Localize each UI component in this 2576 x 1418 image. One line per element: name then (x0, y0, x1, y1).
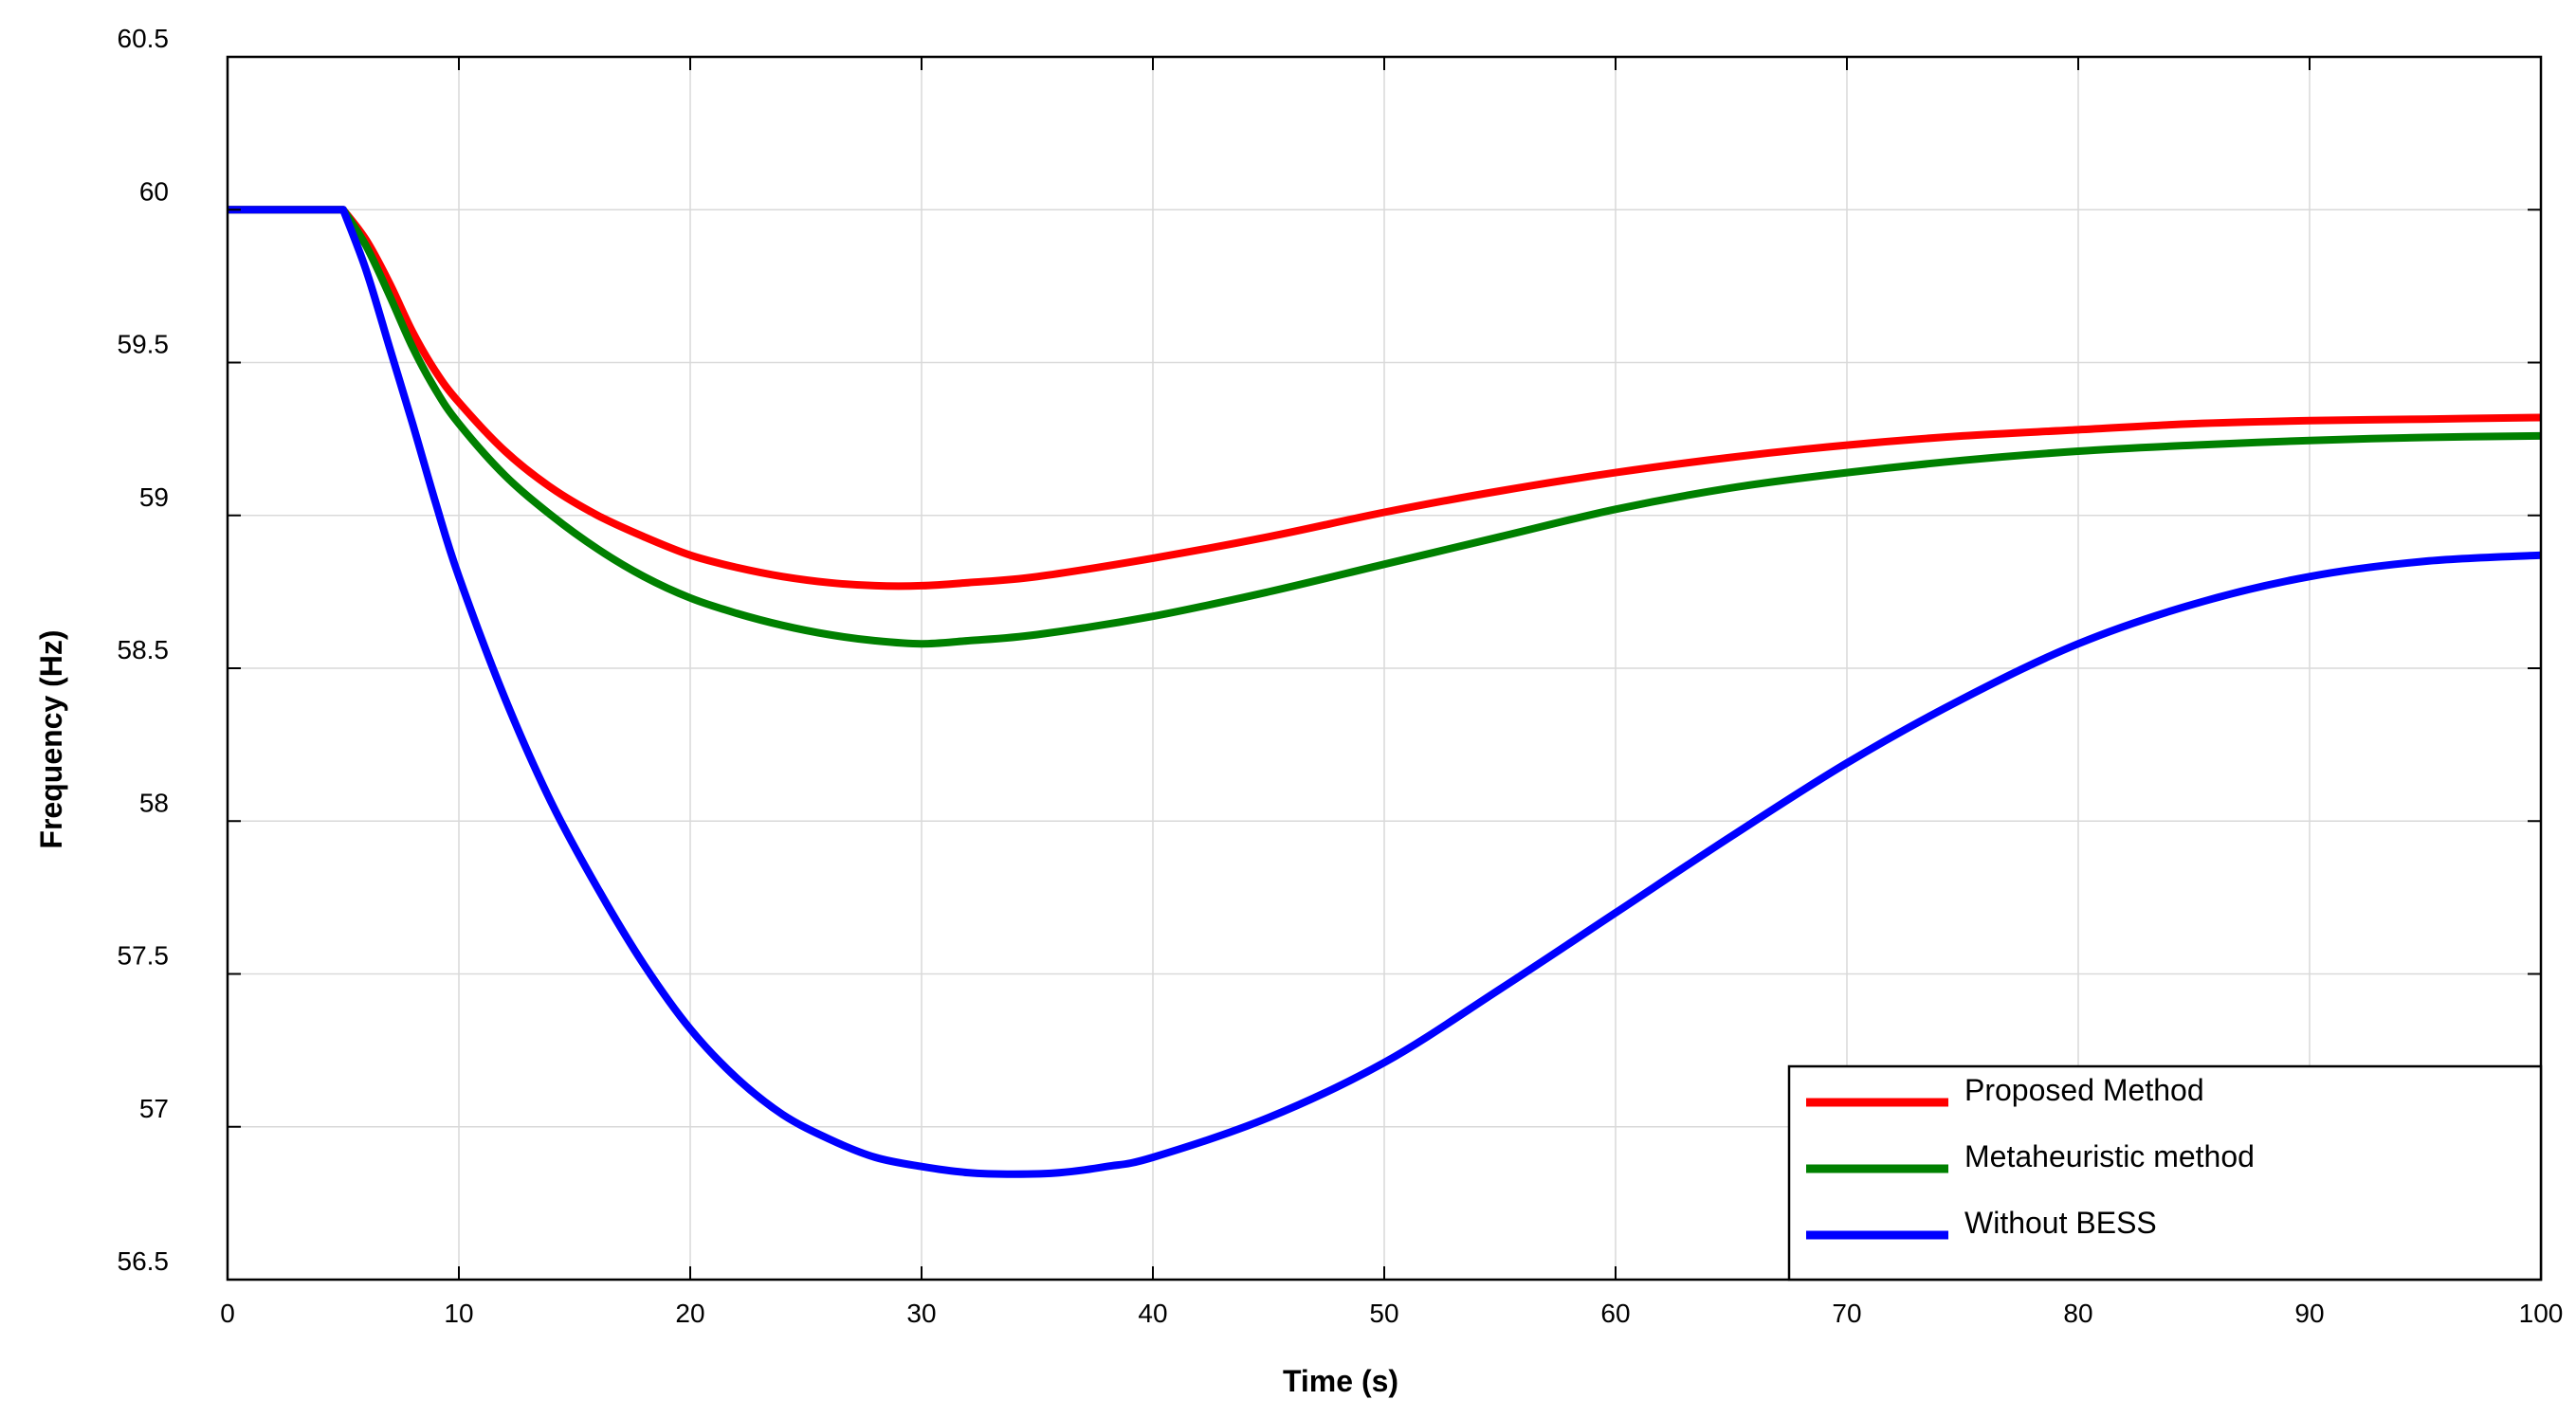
x-tick-label: 70 (1832, 1299, 1861, 1328)
x-tick-label: 90 (2294, 1299, 2324, 1328)
series-line-proposed-method (228, 206, 2542, 591)
x-tick-label: 20 (675, 1299, 704, 1328)
legend-label: Without BESS (1964, 1206, 2157, 1240)
y-tick-label: 60 (139, 176, 169, 206)
y-tick-label: 59.5 (118, 330, 170, 359)
x-tick-label: 10 (444, 1299, 473, 1328)
y-tick-labels: 56.5 57 57.5 58 58.5 59 59.5 60 60.5 (118, 24, 170, 1276)
x-tick-label: 40 (1138, 1299, 1167, 1328)
legend: Proposed Method Metaheuristic method Witho… (1787, 1064, 2543, 1282)
x-tick-label: 100 (2519, 1299, 2564, 1328)
y-tick-label: 58.5 (118, 635, 170, 664)
series-layer (228, 206, 2542, 1178)
x-tick-label: 50 (1369, 1299, 1398, 1328)
y-tick-label: 56.5 (118, 1246, 170, 1276)
legend-label: Proposed Method (1964, 1073, 2204, 1107)
y-tick-label: 60.5 (118, 24, 170, 53)
x-axis-title: Time (s) (1283, 1364, 1398, 1398)
legend-label: Metaheuristic method (1964, 1139, 2255, 1173)
y-tick-label: 58 (139, 788, 169, 817)
y-tick-label: 57.5 (118, 941, 170, 971)
series-line-without-bess (228, 206, 2542, 1178)
y-tick-label: 59 (139, 482, 169, 512)
x-tick-label: 0 (220, 1299, 235, 1328)
y-tick-label: 57 (139, 1094, 169, 1123)
x-tick-labels: 0 10 20 30 40 50 60 70 80 90 100 (220, 1299, 2563, 1328)
series-line-metaheuristic-method (228, 206, 2542, 648)
x-tick-label: 60 (1600, 1299, 1630, 1328)
x-tick-label: 80 (2063, 1299, 2092, 1328)
x-tick-label: 30 (906, 1299, 936, 1328)
y-axis-title: Frequency (Hz) (34, 629, 68, 848)
